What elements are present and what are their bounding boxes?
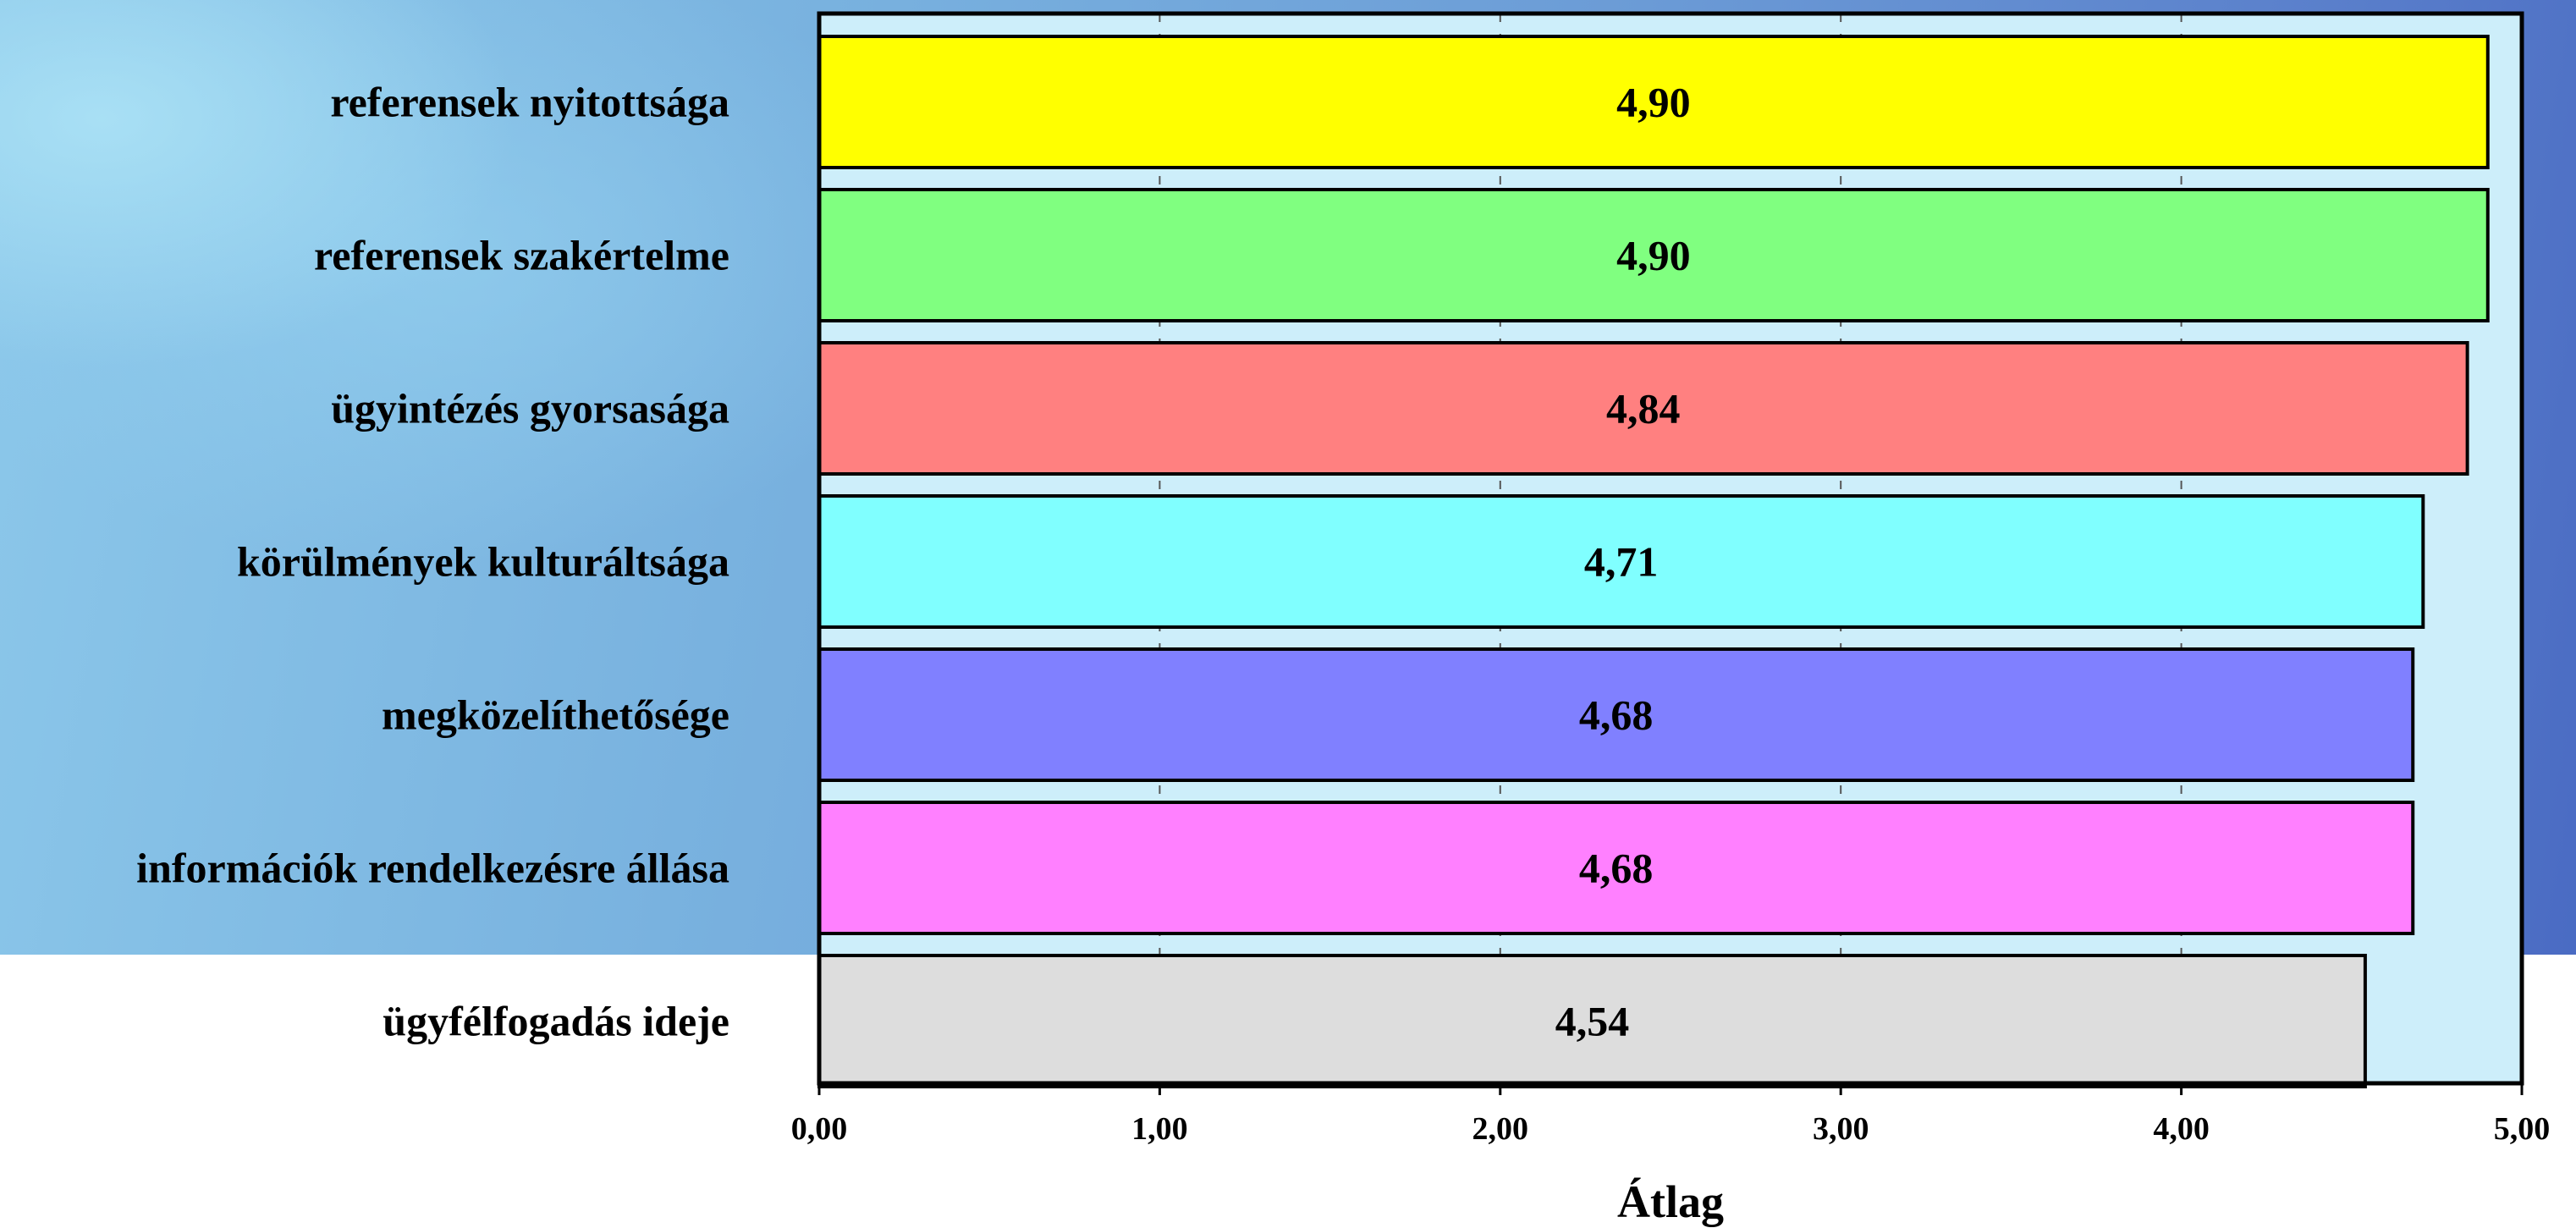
category-label: ügyfélfogadás ideje (383, 998, 729, 1045)
tick-label: 5,00 (2494, 1111, 2551, 1147)
bar (817, 341, 2469, 476)
category-label: megközelíthetősége (382, 691, 729, 739)
bar (817, 188, 2490, 322)
bar (817, 801, 2415, 935)
x-axis-ticks: 0,00 1,00 2,00 3,00 4,00 5,00 (791, 1083, 2551, 1147)
data-label: 4,71 (1584, 538, 1659, 586)
tick-label: 1,00 (1131, 1111, 1188, 1147)
category-labels: referensek nyitottsága referensek szakért… (136, 79, 729, 1045)
tick-label: 0,00 (791, 1111, 848, 1147)
data-label: 4,84 (1606, 385, 1681, 432)
x-axis-title: Átlag (1617, 1176, 1724, 1227)
category-label: ügyintézés gyorsasága (331, 385, 729, 432)
category-label: körülmények kulturáltsága (237, 538, 729, 586)
category-label: referensek nyitottsága (330, 79, 729, 126)
value-labels: 4,90 4,90 4,84 4,71 4,68 4,68 4,54 (1555, 79, 1691, 1045)
data-label: 4,68 (1579, 845, 1654, 892)
data-label: 4,54 (1555, 998, 1630, 1045)
bar (817, 494, 2425, 629)
tick-label: 2,00 (1472, 1111, 1529, 1147)
bars (817, 35, 2490, 1088)
plot-frame (817, 11, 2524, 1086)
bar (817, 35, 2490, 169)
bar (817, 647, 2415, 782)
tick-label: 3,00 (1813, 1111, 1869, 1147)
category-label: referensek szakértelme (314, 232, 729, 279)
tick-label: 4,00 (2153, 1111, 2210, 1147)
data-label: 4,68 (1579, 691, 1654, 739)
data-label: 4,90 (1616, 79, 1691, 126)
category-label: információk rendelkezésre állása (136, 845, 729, 892)
data-label: 4,90 (1616, 232, 1691, 279)
